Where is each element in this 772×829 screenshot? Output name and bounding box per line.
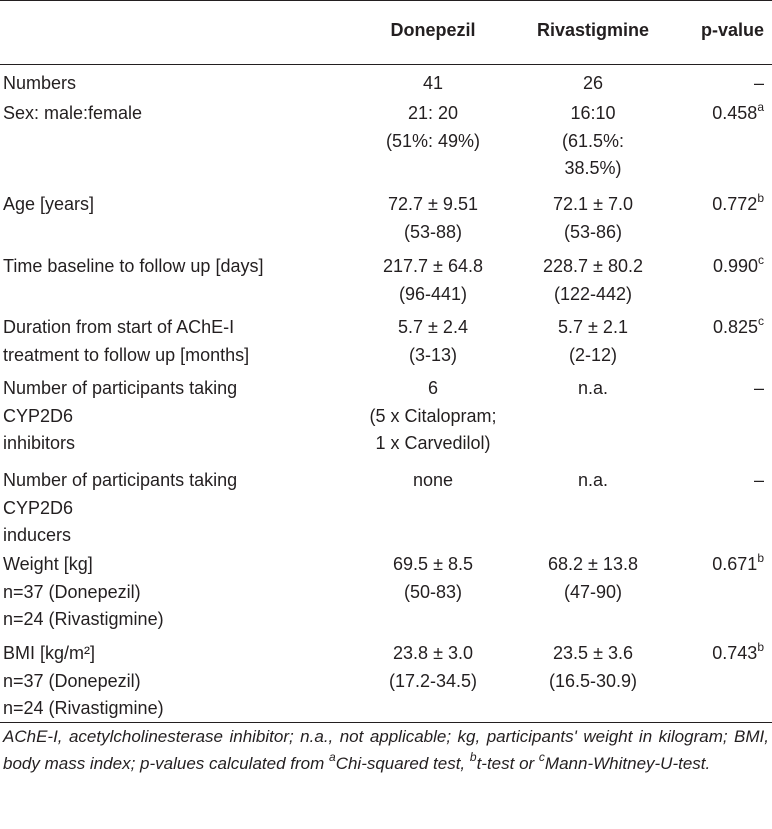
donepezil-value: 21: 20 (51%: 49%) bbox=[385, 103, 481, 151]
table-footnote: AChE-I, acetylcholinesterase inhibitor; … bbox=[3, 727, 769, 773]
rivastigmine-value: 16:10 (61.5%: 38.5%) bbox=[561, 103, 625, 178]
header-rule bbox=[0, 64, 772, 65]
donepezil-value: 5.7 ± 2.4 (3-13) bbox=[398, 317, 468, 365]
row-label: Number of participants taking CYP2D6 ind… bbox=[3, 470, 238, 545]
donepezil-value: 6 (5 x Citalopram; 1 x Carvedilol) bbox=[369, 378, 497, 453]
p-value: – bbox=[753, 470, 764, 490]
donepezil-value: 41 bbox=[422, 73, 444, 93]
donepezil-value: 217.7 ± 64.8 (96-441) bbox=[383, 256, 483, 304]
header-col-donepezil: Donepezil bbox=[390, 20, 476, 40]
p-value: – bbox=[753, 378, 764, 398]
p-value: 0.772b bbox=[712, 191, 764, 214]
row-label: Number of participants taking CYP2D6 inh… bbox=[3, 378, 238, 453]
donepezil-value: 72.7 ± 9.51 (53-88) bbox=[388, 194, 478, 242]
donepezil-value: 69.5 ± 8.5 (50-83) bbox=[393, 554, 473, 602]
top-rule bbox=[0, 0, 772, 1]
rivastigmine-value: 5.7 ± 2.1 (2-12) bbox=[558, 317, 628, 365]
row-label: Time baseline to follow up [days] bbox=[3, 256, 264, 276]
rivastigmine-value: n.a. bbox=[577, 378, 609, 398]
rivastigmine-value: 228.7 ± 80.2 (122-442) bbox=[543, 256, 643, 304]
row-label: Weight [kg] n=37 (Donepezil) n=24 (Rivas… bbox=[3, 554, 164, 629]
header-col-p-value: p-value bbox=[700, 20, 764, 40]
p-value: 0.671b bbox=[712, 551, 764, 574]
row-label: Sex: male:female bbox=[3, 103, 143, 123]
rivastigmine-value: 68.2 ± 13.8 (47-90) bbox=[548, 554, 638, 602]
rivastigmine-value: 26 bbox=[582, 73, 604, 93]
p-value: 0.743b bbox=[712, 640, 764, 663]
p-value: 0.990c bbox=[712, 253, 764, 276]
row-label: Numbers bbox=[3, 73, 77, 93]
p-value: 0.458a bbox=[712, 100, 764, 123]
p-value: – bbox=[753, 73, 764, 93]
rivastigmine-value: 72.1 ± 7.0 (53-86) bbox=[553, 194, 633, 242]
row-label: Duration from start of AChE-I treatment … bbox=[3, 317, 250, 365]
donepezil-value: none bbox=[412, 470, 454, 490]
rivastigmine-value: n.a. bbox=[577, 470, 609, 490]
body-bottom-rule bbox=[0, 722, 772, 723]
row-label: BMI [kg/m²] n=37 (Donepezil) n=24 (Rivas… bbox=[3, 643, 164, 718]
row-label: Age [years] bbox=[3, 194, 95, 214]
rivastigmine-value: 23.5 ± 3.6 (16.5-30.9) bbox=[548, 643, 638, 691]
header-col-rivastigmine: Rivastigmine bbox=[536, 20, 650, 40]
p-value: 0.825c bbox=[712, 314, 764, 337]
donepezil-value: 23.8 ± 3.0 (17.2-34.5) bbox=[388, 643, 478, 691]
